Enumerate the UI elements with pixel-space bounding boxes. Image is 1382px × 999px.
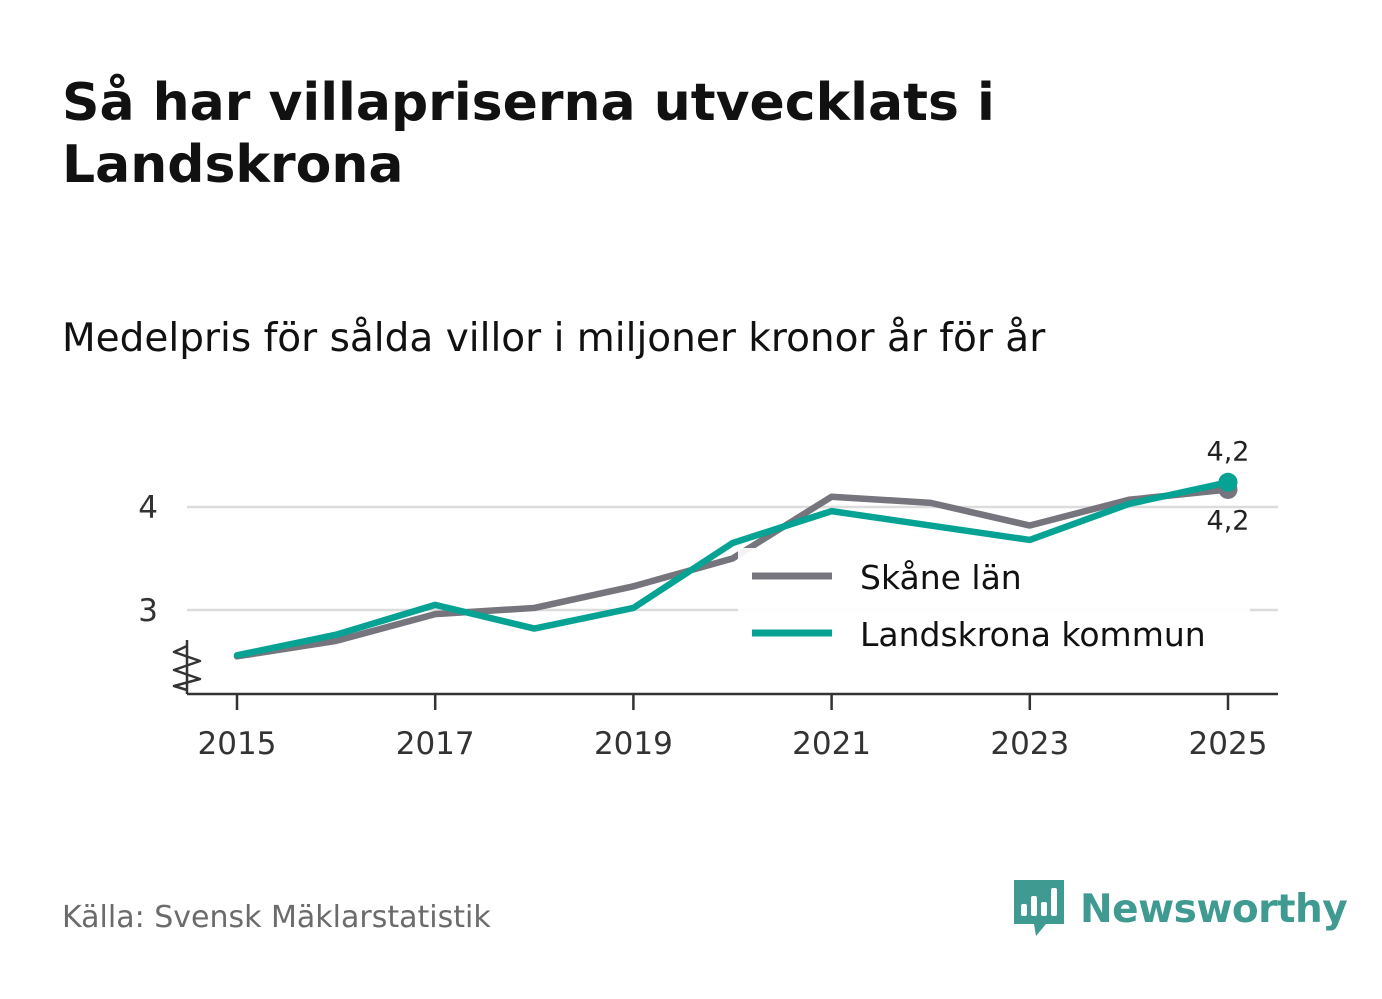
x-tick-label: 2017 [396, 726, 475, 762]
end-labels: 4,2 4,2 [1207, 436, 1250, 536]
source-note: Källa: Svensk Mäklarstatistik [62, 900, 491, 935]
x-tick-label: 2023 [990, 726, 1069, 762]
axis-break-icon [172, 644, 202, 692]
axes [172, 640, 1278, 696]
series-line-skane [233, 486, 1232, 660]
tick-labels: 3 4 2015 2017 2019 2021 2023 2025 [138, 490, 1267, 762]
x-tick-label: 2025 [1189, 726, 1268, 762]
x-tick-label: 2019 [594, 726, 673, 762]
x-tick-label: 2021 [792, 726, 871, 762]
legend-background [738, 548, 1250, 664]
series-line-landskrona [233, 479, 1232, 659]
brand-name: Newsworthy [1080, 886, 1348, 932]
y-tick-label: 3 [138, 593, 158, 629]
end-label-skane: 4,2 [1207, 505, 1250, 536]
chart-subtitle: Medelpris för sålda villor i miljoner kr… [62, 316, 1046, 361]
x-tick-label: 2015 [198, 726, 277, 762]
y-tick-label: 4 [138, 490, 158, 526]
newsworthy-logo-icon [1014, 880, 1064, 936]
chart-title: Så har villapriserna utvecklats i Landsk… [62, 73, 995, 195]
legend-label-landskrona: Landskrona kommun [860, 615, 1206, 654]
brand-logo: Newsworthy [1012, 878, 1348, 940]
legend-label-skane: Skåne län [860, 558, 1022, 597]
end-marker-landskrona [1218, 472, 1238, 492]
series-lines [233, 472, 1238, 660]
end-label-landskrona: 4,2 [1207, 436, 1250, 467]
legend: Skåne län Landskrona kommun [738, 548, 1250, 664]
